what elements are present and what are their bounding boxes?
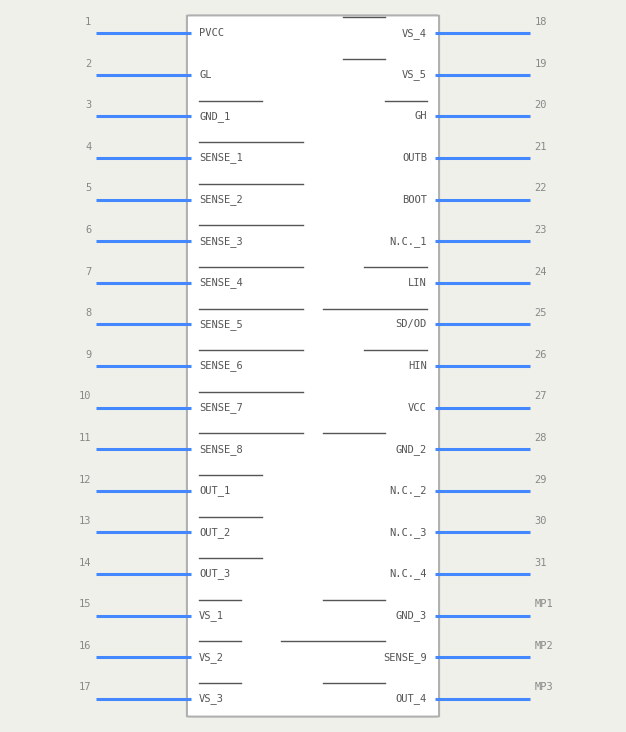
Text: VS_2: VS_2: [199, 651, 224, 662]
Text: MP2: MP2: [535, 641, 553, 651]
Text: 12: 12: [79, 474, 91, 485]
Text: SENSE_7: SENSE_7: [199, 402, 243, 413]
Text: BOOT: BOOT: [402, 195, 427, 205]
Text: 19: 19: [535, 59, 547, 69]
FancyBboxPatch shape: [187, 15, 439, 717]
Text: VS_4: VS_4: [402, 28, 427, 39]
Text: 4: 4: [85, 142, 91, 152]
Text: MP1: MP1: [535, 600, 553, 609]
Text: SENSE_1: SENSE_1: [199, 152, 243, 163]
Text: HIN: HIN: [408, 361, 427, 371]
Text: VS_5: VS_5: [402, 70, 427, 81]
Text: SENSE_8: SENSE_8: [199, 444, 243, 455]
Text: N.C._1: N.C._1: [389, 236, 427, 247]
Text: N.C._2: N.C._2: [389, 485, 427, 496]
Text: 20: 20: [535, 100, 547, 111]
Text: 14: 14: [79, 558, 91, 568]
Text: 17: 17: [79, 682, 91, 692]
Text: 21: 21: [535, 142, 547, 152]
Text: 30: 30: [535, 516, 547, 526]
Text: SENSE_5: SENSE_5: [199, 319, 243, 330]
Text: 28: 28: [535, 433, 547, 443]
Text: 9: 9: [85, 350, 91, 359]
Text: 16: 16: [79, 641, 91, 651]
Text: OUT_2: OUT_2: [199, 527, 230, 538]
Text: 3: 3: [85, 100, 91, 111]
Text: GH: GH: [414, 111, 427, 122]
Text: 5: 5: [85, 184, 91, 193]
Text: 15: 15: [79, 600, 91, 609]
Text: 29: 29: [535, 474, 547, 485]
Text: VCC: VCC: [408, 403, 427, 413]
Text: 6: 6: [85, 225, 91, 235]
Text: GND_2: GND_2: [396, 444, 427, 455]
Text: 10: 10: [79, 392, 91, 401]
Text: OUTB: OUTB: [402, 153, 427, 163]
Text: N.C._3: N.C._3: [389, 527, 427, 538]
Text: 7: 7: [85, 266, 91, 277]
Text: LIN: LIN: [408, 278, 427, 288]
Text: OUT_1: OUT_1: [199, 485, 230, 496]
Text: SENSE_2: SENSE_2: [199, 194, 243, 205]
Text: GND_1: GND_1: [199, 111, 230, 122]
Text: 25: 25: [535, 308, 547, 318]
Text: 2: 2: [85, 59, 91, 69]
Text: SENSE_6: SENSE_6: [199, 361, 243, 371]
Text: SD/OD: SD/OD: [396, 319, 427, 329]
Text: 23: 23: [535, 225, 547, 235]
Text: 27: 27: [535, 392, 547, 401]
Text: MP3: MP3: [535, 682, 553, 692]
Text: OUT_3: OUT_3: [199, 569, 230, 580]
Text: VS_1: VS_1: [199, 610, 224, 621]
Text: SENSE_4: SENSE_4: [199, 277, 243, 288]
Text: 1: 1: [85, 17, 91, 27]
Text: N.C._4: N.C._4: [389, 569, 427, 580]
Text: GL: GL: [199, 70, 212, 80]
Text: OUT_4: OUT_4: [396, 693, 427, 704]
Text: VS_3: VS_3: [199, 693, 224, 704]
Text: 24: 24: [535, 266, 547, 277]
Text: PVCC: PVCC: [199, 29, 224, 38]
Text: 18: 18: [535, 17, 547, 27]
Text: 13: 13: [79, 516, 91, 526]
Text: SENSE_9: SENSE_9: [383, 651, 427, 662]
Text: GND_3: GND_3: [396, 610, 427, 621]
Text: SENSE_3: SENSE_3: [199, 236, 243, 247]
Text: 22: 22: [535, 184, 547, 193]
Text: 31: 31: [535, 558, 547, 568]
Text: 8: 8: [85, 308, 91, 318]
Text: 11: 11: [79, 433, 91, 443]
Text: 26: 26: [535, 350, 547, 359]
